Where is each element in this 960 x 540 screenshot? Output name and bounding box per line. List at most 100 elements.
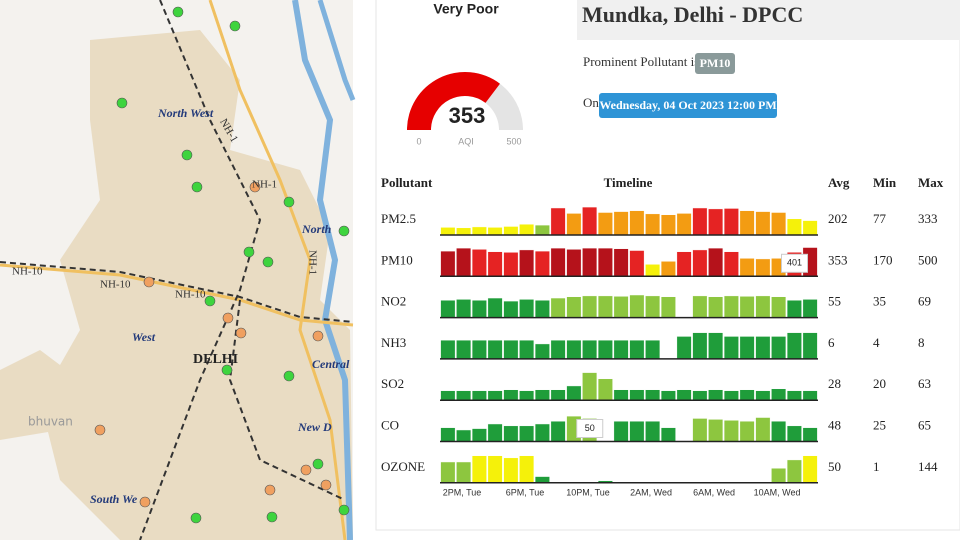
timeline-bar	[692, 418, 708, 442]
tooltip	[576, 419, 604, 438]
timeline-bar	[519, 339, 535, 360]
timeline-bar	[613, 389, 629, 401]
timeline-bar	[723, 420, 739, 442]
pollutant-badge	[695, 53, 735, 74]
urban-area	[0, 350, 80, 440]
pollutant-name: CO	[381, 417, 399, 432]
timeline-bar	[708, 389, 724, 401]
min: 20	[873, 376, 886, 391]
timeline-bar	[723, 295, 739, 318]
timeline-bar	[723, 251, 739, 277]
max: 63	[918, 376, 931, 391]
station	[338, 225, 350, 237]
timeline-bar	[456, 390, 472, 401]
timeline-bar	[582, 372, 598, 401]
timeline-bar	[440, 339, 456, 360]
timeline-bar	[471, 428, 487, 442]
timeline-bar	[503, 252, 519, 277]
timeline-bar	[739, 258, 755, 277]
timeline-bar	[755, 390, 771, 401]
pollutant-name: OZONE	[381, 459, 425, 474]
map-label: New D	[297, 420, 332, 434]
timeline-bar	[597, 295, 613, 318]
timeline-bar	[723, 336, 739, 360]
max: 65	[918, 417, 931, 432]
timeline-bar	[566, 249, 582, 277]
timeline-bar	[755, 336, 771, 360]
station	[264, 484, 276, 496]
pollutant-name: PM2.5	[381, 211, 416, 226]
max: 333	[918, 211, 938, 226]
station	[94, 424, 106, 436]
tooltip-value: 50	[585, 423, 595, 433]
timeline-bar	[613, 248, 629, 277]
timeline-bar	[503, 389, 519, 401]
timeline-bar	[802, 427, 818, 442]
map-label: North West	[157, 106, 214, 120]
station	[262, 256, 274, 268]
station	[338, 504, 350, 516]
timeline-bar	[771, 212, 787, 236]
timeline-bar	[645, 264, 661, 277]
timeline-bar	[786, 332, 802, 360]
timeline-bar	[440, 427, 456, 442]
station	[181, 149, 193, 161]
timeline-bar	[786, 425, 802, 442]
timeline-bar	[660, 390, 676, 401]
station	[266, 511, 278, 523]
timeline-bar	[613, 420, 629, 442]
min: 35	[873, 294, 886, 309]
timeline-bar	[519, 299, 535, 318]
timeline-bar	[692, 249, 708, 277]
timeline-bar	[550, 297, 566, 318]
timeline-bar	[550, 339, 566, 360]
max: 8	[918, 335, 925, 350]
timeline-bar	[676, 251, 692, 277]
timeline-bar	[519, 455, 535, 484]
timeline-bar	[582, 206, 598, 236]
urban-area	[40, 30, 353, 540]
map-label: South We	[90, 492, 138, 506]
timeline-bar	[723, 390, 739, 401]
station	[221, 364, 233, 376]
timeline-bar	[660, 261, 676, 277]
pollutant-name: NO2	[381, 294, 406, 309]
timeline-bar	[471, 455, 487, 484]
timeline-bar	[771, 388, 787, 401]
timeline-bar	[597, 378, 613, 401]
min: 170	[873, 252, 893, 267]
timeline-bar	[440, 461, 456, 484]
timeline-bar	[440, 299, 456, 318]
timeline-bar	[519, 425, 535, 442]
gauge-number: 353	[449, 103, 486, 128]
min: 77	[873, 211, 887, 226]
timeline-bar	[566, 296, 582, 318]
avg: 353	[828, 252, 848, 267]
timeline-bar	[692, 207, 708, 236]
timeline-bar	[487, 390, 503, 401]
map: North West NH-1 NH-1 North NH-1 NH-10 NH…	[0, 0, 356, 540]
road-label: NH-10	[12, 266, 43, 278]
timeline-bar	[786, 390, 802, 401]
timeline-bar	[755, 211, 771, 236]
timeline-bar	[613, 339, 629, 360]
avg: 28	[828, 376, 841, 391]
timeline-bar	[487, 227, 503, 236]
timeline-bar	[629, 250, 645, 277]
pollutant-name: NH3	[381, 335, 406, 350]
pollutant-table: Pollutant Timeline Avg Min Max PM2.5 202 77 333 P…	[381, 175, 944, 497]
tooltip-value: 401	[787, 258, 802, 268]
tooltip	[781, 253, 808, 273]
timeline-bar	[566, 385, 582, 401]
timeline-bar	[613, 296, 629, 318]
timeline-bar	[487, 455, 503, 484]
timeline-bar	[534, 389, 550, 401]
timeline-bar	[708, 419, 724, 442]
pollutant-name: SO2	[381, 376, 404, 391]
timeline-bar	[534, 299, 550, 318]
timeline-bar	[550, 420, 566, 442]
timeline-bar	[629, 339, 645, 360]
timeline-bar	[771, 420, 787, 442]
road-label: NH-1	[306, 250, 318, 275]
